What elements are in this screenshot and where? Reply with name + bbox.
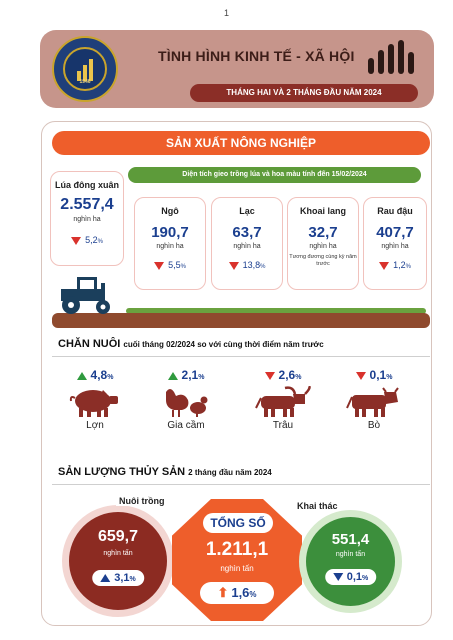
- divider: [52, 484, 430, 485]
- crop-unit: nghìn ha: [309, 243, 337, 250]
- animal-label: Bò: [367, 420, 381, 431]
- livestock-title: CHĂN NUÔI: [58, 338, 121, 350]
- livestock-pig: 4,8% Lợn: [50, 368, 140, 431]
- agriculture-title: SẢN XUẤT NÔNG NGHIỆP: [52, 131, 430, 155]
- down-arrow-icon: [355, 371, 366, 380]
- animal-label: Gia cầm: [167, 420, 205, 431]
- rice-card: Lúa đông xuân 2.557,4 nghìn ha 5,2%: [50, 171, 124, 266]
- fisheries-heading: SẢN LƯỢNG THỦY SẢN 2 tháng đầu năm 2024: [58, 466, 272, 478]
- pig-icon: [69, 390, 118, 417]
- up-arrow-icon: [76, 371, 87, 380]
- total-label: TỔNG SỐ: [203, 513, 273, 533]
- livestock-cow: 0,1% Bò: [329, 368, 419, 431]
- rice-change: 5,2%: [51, 235, 123, 245]
- up-arrow-icon: [167, 371, 178, 380]
- fisheries-caption: 2 tháng đầu năm 2024: [188, 468, 272, 477]
- animal-change: 0,1%: [329, 368, 419, 382]
- crop-card-corn: Ngô 190,7 nghìn ha 5,5%: [134, 197, 206, 290]
- up-arrow-icon: [100, 574, 111, 583]
- crop-card-sweet-potato: Khoai lang 32,7 nghìn ha Tương đương cùn…: [287, 197, 359, 290]
- page-subtitle: THÁNG HAI VÀ 2 THÁNG ĐẦU NĂM 2024: [190, 84, 418, 102]
- livestock-heading: CHĂN NUÔI cuối tháng 02/2024 so với cùng…: [58, 338, 324, 350]
- animal-change: 2,6%: [238, 368, 328, 382]
- crop-name: Lạc: [239, 206, 255, 216]
- rice-name: Lúa đông xuân: [55, 180, 119, 190]
- animal-label: Lợn: [86, 420, 104, 431]
- gso-logo: 1946: [52, 36, 118, 102]
- logo-year: 1946: [79, 79, 91, 85]
- field-strip: [52, 313, 430, 328]
- area-caption: Diện tích gieo trồng lúa và hoa màu tính…: [128, 167, 421, 183]
- page-number: 1: [223, 8, 229, 18]
- down-arrow-icon: [228, 261, 239, 270]
- crop-change: 5,5%: [135, 260, 205, 270]
- crop-name: Rau đậu: [377, 206, 413, 216]
- header-banner: 1946 TÌNH HÌNH KINH TẾ - XÃ HỘI THÁNG HA…: [40, 30, 434, 108]
- up-arrow-icon: ⬆: [217, 585, 229, 600]
- capture-change: 0,1%: [324, 569, 377, 585]
- animal-label: Trâu: [272, 420, 294, 431]
- page-title: TÌNH HÌNH KINH TẾ - XÃ HỘI: [158, 48, 355, 64]
- capture-value: 551,4: [331, 531, 370, 548]
- rice-value: 2.557,4: [60, 196, 114, 213]
- livestock-caption: cuối tháng 02/2024 so với cùng thời điểm…: [123, 340, 324, 349]
- crop-card-peanut: Lạc 63,7 nghìn ha 13,8%: [211, 197, 283, 290]
- aquaculture-ring: 659,7 nghìn tấn 3,1%: [62, 505, 174, 617]
- crop-change: 1,2%: [364, 260, 426, 270]
- crop-value: 32,7: [308, 224, 338, 241]
- tractor-icon: [61, 277, 110, 314]
- divider: [52, 356, 430, 357]
- down-arrow-icon: [71, 236, 82, 245]
- down-arrow-icon: [332, 573, 343, 582]
- grass-strip: [126, 308, 426, 314]
- cow-icon: [346, 387, 399, 417]
- down-arrow-icon: [264, 371, 275, 380]
- livestock-buffalo: 2,6% Trâu: [238, 368, 328, 431]
- down-arrow-icon: [379, 261, 390, 270]
- crop-name: Khoai lang: [299, 206, 346, 216]
- crop-change: 13,8%: [212, 260, 282, 270]
- crop-unit: nghìn ha: [381, 243, 409, 250]
- crop-value: 63,7: [232, 224, 262, 241]
- crop-value: 407,7: [376, 224, 414, 241]
- total-value: 1.211,1: [205, 539, 269, 560]
- animal-change: 4,8%: [50, 368, 140, 382]
- capture-unit: nghìn tấn: [335, 551, 366, 558]
- capture-ring: 551,4 nghìn tấn 0,1%: [299, 510, 402, 613]
- buffalo-icon: [255, 386, 311, 417]
- bar-chart-icon: [366, 40, 416, 74]
- fisheries-title: SẢN LƯỢNG THỦY SẢN: [58, 466, 186, 478]
- crop-unit: nghìn ha: [156, 243, 184, 250]
- crop-note: Tương đương cùng kỳ năm trước: [289, 254, 357, 268]
- crop-card-vegetables: Rau đậu 407,7 nghìn ha 1,2%: [363, 197, 427, 290]
- crop-name: Ngô: [161, 206, 179, 216]
- aquaculture-value: 659,7: [97, 528, 139, 545]
- crop-unit: nghìn ha: [233, 243, 261, 250]
- animal-change: 2,1%: [141, 368, 231, 382]
- aquaculture-change: 3,1%: [92, 570, 144, 586]
- aquaculture-label: Nuôi trồng: [116, 496, 168, 506]
- poultry-icon: [166, 389, 208, 417]
- rice-unit: nghìn ha: [73, 216, 101, 223]
- aquaculture-unit: nghìn tấn: [103, 550, 133, 557]
- livestock-poultry: 2,1% Gia cầm: [141, 368, 231, 431]
- capture-label: Khai thác: [294, 501, 341, 511]
- down-arrow-icon: [154, 261, 165, 270]
- crop-value: 190,7: [151, 224, 189, 241]
- total-unit: nghìn tấn: [220, 564, 254, 573]
- total-change: ⬆ 1,6%: [200, 582, 274, 604]
